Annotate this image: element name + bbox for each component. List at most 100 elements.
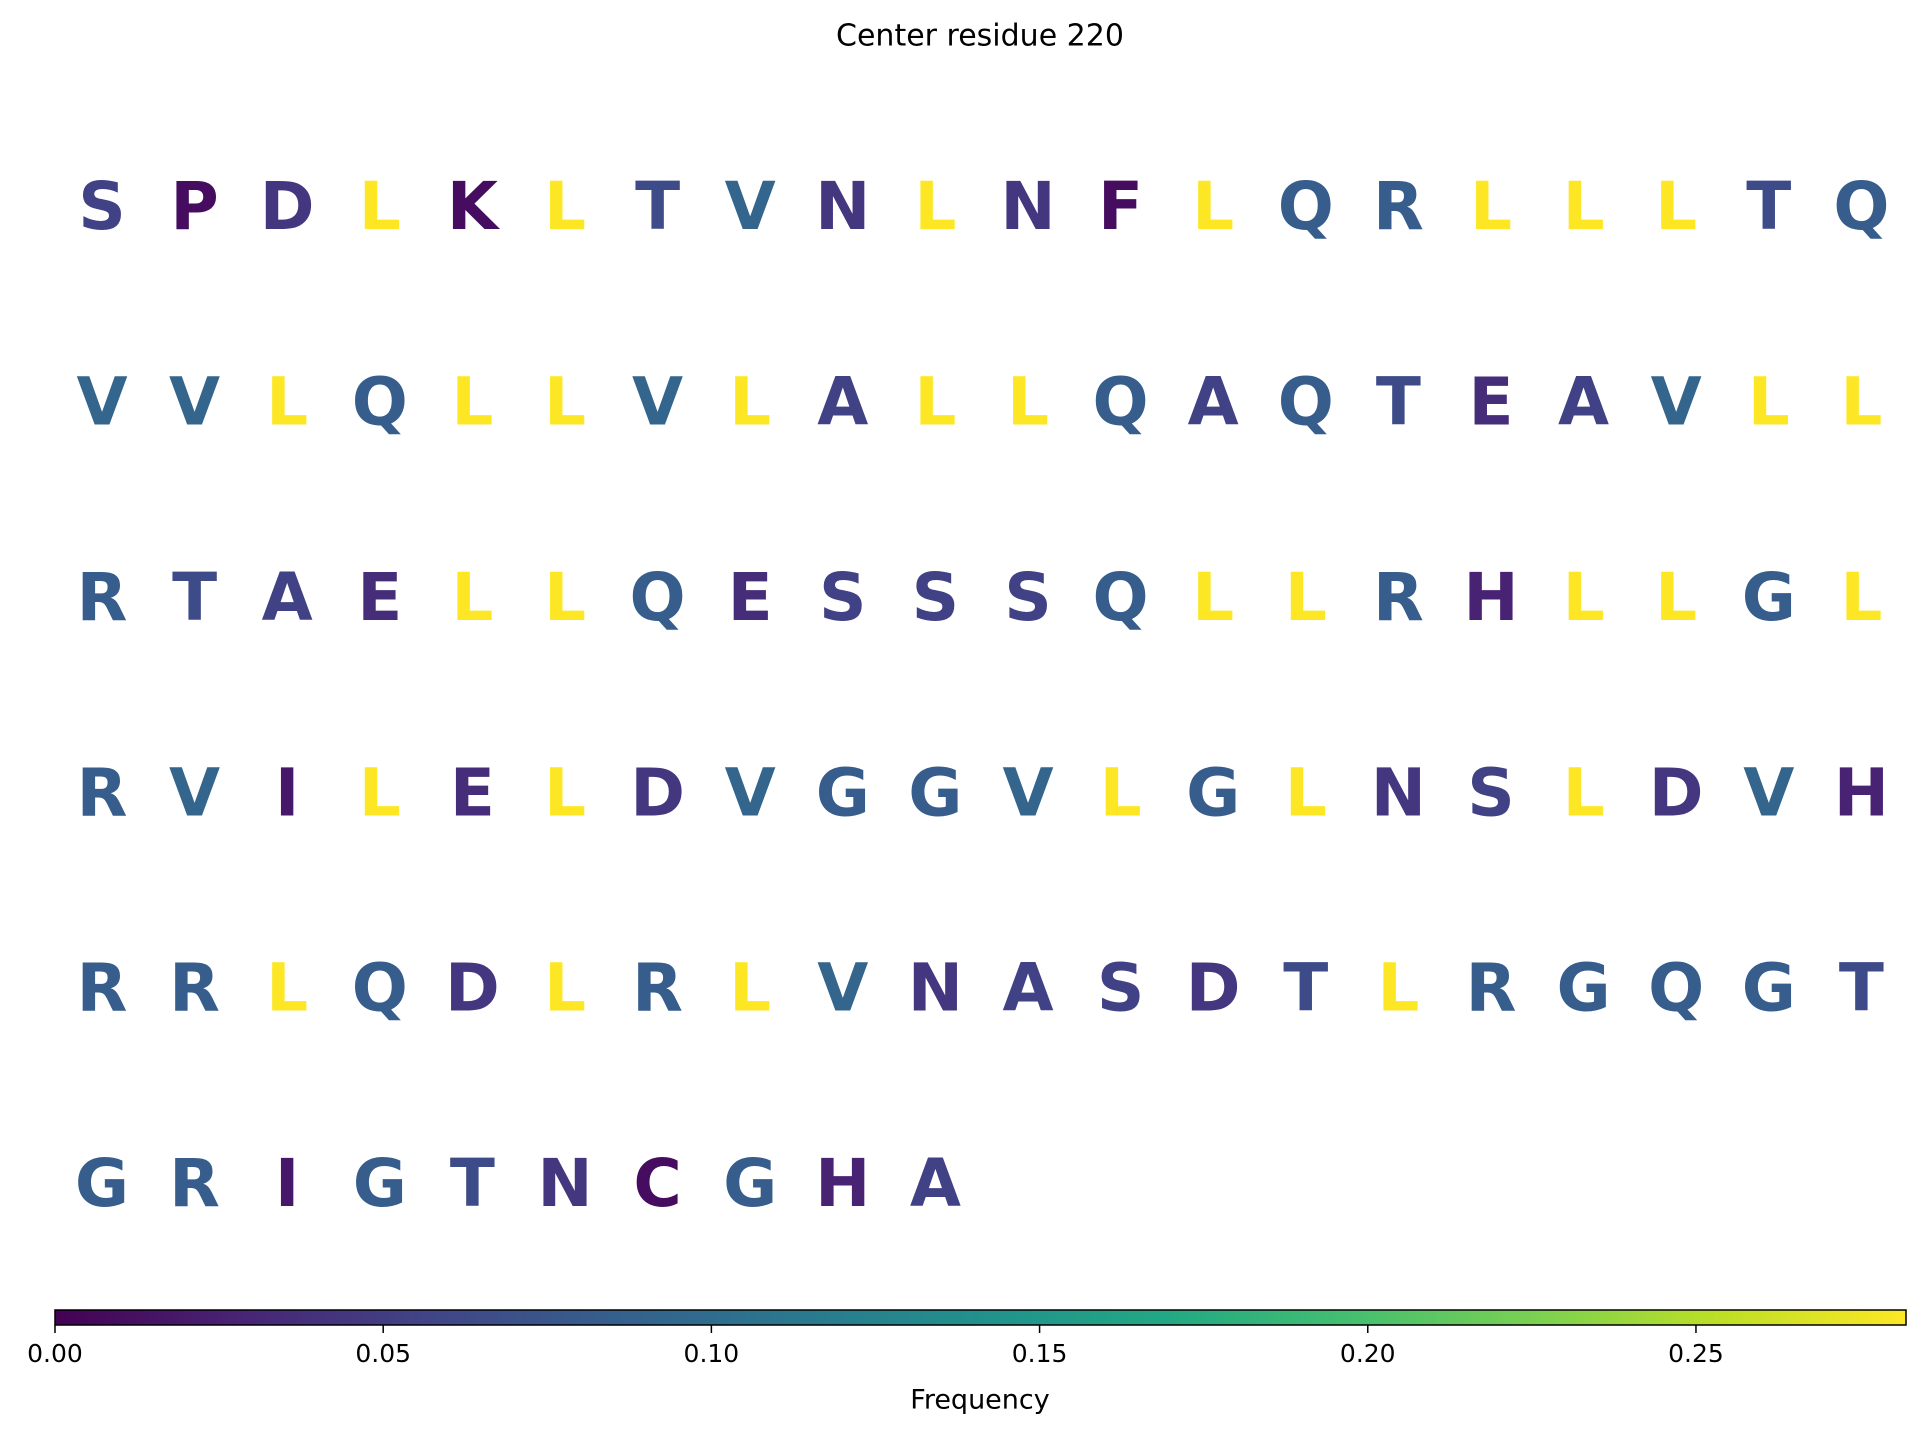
residue-letter: R [169, 950, 220, 1027]
residue-letter: V [817, 950, 868, 1027]
residue-letter: K [447, 168, 501, 245]
tick-label: 0.20 [1340, 1339, 1396, 1368]
residue-letter: S [1004, 559, 1052, 636]
residue-letter: L [914, 363, 956, 440]
residue-letter: V [725, 168, 776, 245]
residue-letter: Q [1278, 168, 1334, 245]
residue-letter: G [908, 754, 962, 831]
residue-letter: G [723, 1145, 777, 1222]
residue-letter: R [77, 559, 128, 636]
residue-letter: G [353, 1145, 407, 1222]
residue-letter: L [1840, 363, 1882, 440]
residue-letter: T [172, 559, 217, 636]
residue-letter: L [451, 363, 493, 440]
tick-label: 0.05 [355, 1339, 411, 1368]
residue-letter: H [1463, 559, 1518, 636]
residue-letter: E [450, 754, 495, 831]
residue-letter: F [1098, 168, 1143, 245]
residue-letter: N [1000, 168, 1055, 245]
residue-letter: H [815, 1145, 870, 1222]
residue-letter: S [1467, 754, 1515, 831]
residue-letter: A [910, 1145, 961, 1222]
residue-letter: L [544, 559, 586, 636]
residue-letter: L [544, 168, 586, 245]
residue-letter: V [725, 754, 776, 831]
residue-letter: N [908, 950, 963, 1027]
residue-letter: L [1470, 168, 1512, 245]
residue-letter: L [1748, 363, 1790, 440]
residue-letter: V [1651, 363, 1702, 440]
residue-letter: L [729, 363, 771, 440]
residue-letter: A [1188, 363, 1239, 440]
residue-letter: H [1834, 754, 1889, 831]
residue-letter: R [632, 950, 683, 1027]
residue-letter: A [1002, 950, 1053, 1027]
residue-letter: T [1746, 168, 1791, 245]
residue-letter: S [1097, 950, 1145, 1027]
residue-letter: I [275, 1145, 300, 1222]
residue-letter: S [912, 559, 960, 636]
residue-letter: D [445, 950, 500, 1027]
residue-letter: L [359, 168, 401, 245]
residue-letter: D [1186, 950, 1241, 1027]
residue-letter: E [728, 559, 773, 636]
residue-letter: Q [630, 559, 686, 636]
residue-letter: L [1655, 168, 1697, 245]
residue-letter: L [729, 950, 771, 1027]
residue-letter: L [1192, 559, 1234, 636]
residue-letter: T [1283, 950, 1328, 1027]
residue-letter: L [266, 950, 308, 1027]
residue-letter: L [1655, 559, 1697, 636]
residue-letter: L [1563, 559, 1605, 636]
residue-letter: L [1563, 754, 1605, 831]
colorbar-label: Frequency [910, 1385, 1050, 1416]
residue-letter: I [275, 754, 300, 831]
residue-letter: G [1186, 754, 1240, 831]
residue-letter: V [1002, 754, 1053, 831]
residue-letter: L [1192, 168, 1234, 245]
residue-letter: E [357, 559, 402, 636]
residue-letter: R [169, 1145, 220, 1222]
residue-letter: V [169, 363, 220, 440]
residue-letter: L [544, 950, 586, 1027]
residue-letter: T [1376, 363, 1421, 440]
residue-letter: S [78, 168, 126, 245]
residue-letter: N [815, 168, 870, 245]
residue-letter: D [1649, 754, 1704, 831]
residue-letter: Q [1093, 363, 1149, 440]
residue-letter: G [1557, 950, 1611, 1027]
residue-letter: D [260, 168, 315, 245]
residue-letter: V [169, 754, 220, 831]
residue-letter: G [816, 754, 870, 831]
residue-letter: N [537, 1145, 592, 1222]
residue-letter: E [1468, 363, 1513, 440]
residue-letter: Q [352, 363, 408, 440]
residue-letter: G [75, 1145, 129, 1222]
residue-letter: L [914, 168, 956, 245]
residue-letter: Q [1833, 168, 1889, 245]
residue-letter: V [632, 363, 683, 440]
residue-letter: R [1466, 950, 1517, 1027]
residue-letter: L [266, 363, 308, 440]
residue-letter: A [262, 559, 313, 636]
residue-letter: T [635, 168, 680, 245]
residue-letter: L [1285, 559, 1327, 636]
residue-letter: Q [1093, 559, 1149, 636]
chart-title: Center residue 220 [836, 19, 1124, 54]
residue-letter: T [450, 1145, 495, 1222]
residue-letter: L [1840, 559, 1882, 636]
tick-label: 0.15 [1012, 1339, 1068, 1368]
residue-letter: L [359, 754, 401, 831]
residue-letter: T [1839, 950, 1884, 1027]
residue-letter: Q [352, 950, 408, 1027]
residue-letter: L [544, 754, 586, 831]
residue-letter: P [170, 168, 218, 245]
residue-letter: V [1743, 754, 1794, 831]
residue-letter: C [633, 1145, 681, 1222]
residue-letter: A [817, 363, 868, 440]
residue-letter: S [819, 559, 867, 636]
colorbar [54, 1309, 1907, 1326]
tick-label: 0.25 [1668, 1339, 1724, 1368]
